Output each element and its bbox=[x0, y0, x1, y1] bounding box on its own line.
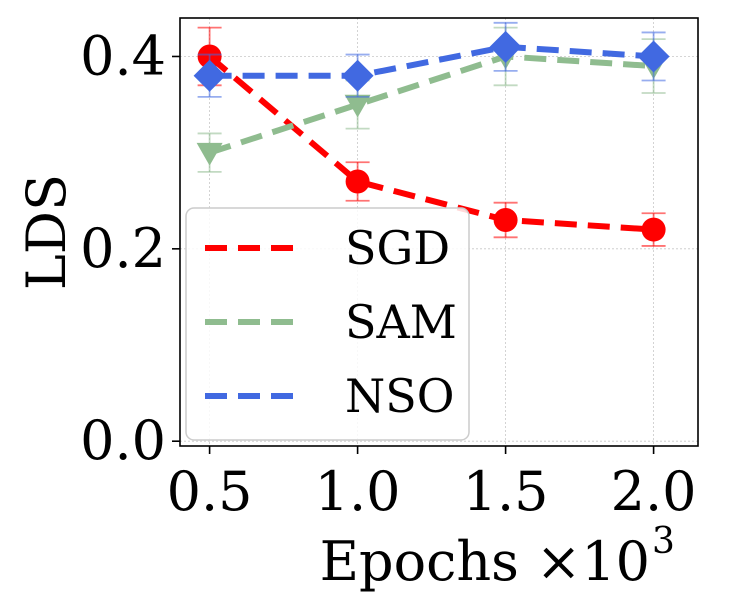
nso-point bbox=[637, 40, 670, 73]
x-axis-label-text: Epochs ×10 bbox=[320, 530, 650, 593]
x-tick-label: 2.0 bbox=[611, 460, 697, 523]
x-tick-label: 1.0 bbox=[315, 460, 401, 523]
legend-item-sam: SAM bbox=[205, 295, 457, 349]
legend-item-nso: NSO bbox=[205, 369, 454, 423]
legend-label-nso: NSO bbox=[345, 369, 454, 423]
nso-line bbox=[209, 43, 654, 79]
x-axis-label: Epochs ×10 bbox=[320, 530, 650, 593]
axes-frame bbox=[179, 17, 699, 447]
legend-label-sam: SAM bbox=[345, 295, 457, 349]
legend: SGD SAM NSO bbox=[185, 207, 470, 441]
legend-item-sgd: SGD bbox=[205, 221, 450, 275]
series-layer bbox=[193, 21, 670, 247]
x-tick-label: 0.5 bbox=[167, 460, 253, 523]
y-tick-label: 0.2 bbox=[80, 217, 166, 280]
y-tick-label: 0.4 bbox=[80, 24, 166, 87]
legend-frame bbox=[185, 207, 470, 441]
series-sam bbox=[196, 26, 667, 173]
nso-point bbox=[341, 59, 374, 92]
sam-point bbox=[344, 94, 371, 118]
nso-point bbox=[193, 59, 226, 92]
x-axis-label-exponent: 3 bbox=[652, 521, 675, 562]
sgd-point bbox=[345, 169, 370, 194]
x-tick-label: 1.5 bbox=[463, 460, 549, 523]
sgd-line bbox=[207, 54, 654, 233]
series-nso bbox=[193, 21, 670, 98]
sgd-point bbox=[641, 217, 666, 242]
nso-point bbox=[489, 30, 522, 63]
y-axis-label: LDS bbox=[15, 174, 78, 290]
sam-point bbox=[196, 142, 223, 166]
sam-line bbox=[208, 53, 654, 156]
ticks: 0.5 1.0 1.5 2.0 0.0 0.2 0.4 bbox=[80, 24, 696, 523]
legend-label-sgd: SGD bbox=[345, 221, 450, 275]
sgd-point bbox=[493, 207, 518, 232]
y-tick-label: 0.0 bbox=[80, 409, 166, 472]
